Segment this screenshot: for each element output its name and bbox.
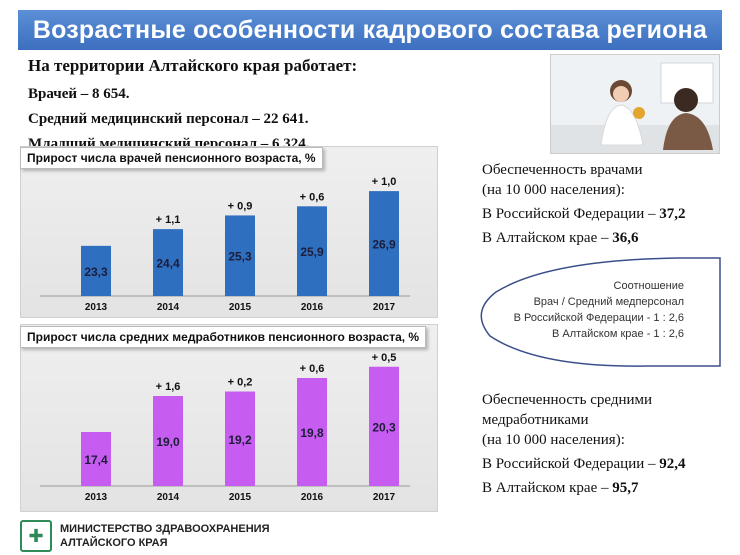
doctors-tick-label-2013: 2013	[85, 302, 108, 313]
nurses-bar-2015	[225, 391, 255, 486]
nurse-supply-rf-label: В Российской Федерации –	[482, 456, 656, 472]
doctors-tick-label-2017: 2017	[373, 302, 396, 313]
doctors-bar-2015	[225, 215, 255, 296]
nurses-chart-title: Прирост числа средних медработников пенс…	[20, 326, 427, 348]
doctors-tick-label-2014: 2014	[157, 302, 180, 313]
doctors-chart: 23,3 2013 24,4 + 1,1 2014 25,3 + 0,9 2015 25,9 + …	[40, 176, 410, 313]
doctor-supply-ak-value: 36,6	[612, 230, 639, 246]
doctors-value-label-2013: 23,3	[84, 265, 108, 279]
nurses-tick-label-2015: 2015	[229, 492, 252, 503]
doctors-increment-label-2015: + 0,9	[228, 200, 253, 212]
ratio-line-4: В Алтайском крае - 1 : 2,6	[551, 328, 684, 340]
nurses-increment-label-2015: + 0,2	[228, 377, 253, 389]
doctor-supply-heading: Обеспеченность врачами	[482, 162, 643, 178]
doctor-supply-ak-label: В Алтайском крае –	[482, 230, 609, 246]
nurses-tick-label-2013: 2013	[85, 492, 108, 503]
nurse-supply: Обеспеченность средними медработниками (…	[482, 390, 686, 498]
nurses-value-label-2015: 19,2	[228, 433, 252, 447]
nurses-tick-label-2017: 2017	[373, 492, 396, 503]
nurse-supply-rf: В Российской Федерации – 92,4	[482, 454, 686, 474]
nurses-value-label-2014: 19,0	[156, 435, 180, 449]
nurse-supply-subheading: (на 10 000 населения):	[482, 432, 625, 448]
nurses-increment-label-2014: + 1,6	[156, 381, 181, 393]
doctor-supply: Обеспеченность врачами (на 10 000 населе…	[482, 160, 686, 248]
doctors-increment-label-2016: + 0,6	[300, 191, 325, 203]
ratio-line-1: Соотношение	[613, 280, 684, 292]
nurses-chart: 17,4 2013 19,0 + 1,6 2014 19,2 + 0,2 2015 19,8 + …	[40, 352, 410, 503]
doctor-supply-rf-label: В Российской Федерации –	[482, 206, 656, 222]
page-title: Возрастные особенности кадрового состава…	[32, 15, 708, 44]
nurse-supply-ak-label: В Алтайском крае –	[482, 480, 609, 496]
footer: ✚ МИНИСТЕРСТВО ЗДРАВООХРАНЕНИЯ АЛТАЙСКОГ…	[20, 520, 269, 552]
nurse-supply-ak-value: 95,7	[612, 480, 639, 496]
doctor-supply-ak: В Алтайском крае – 36,6	[482, 228, 686, 248]
doctors-bar-2014	[153, 229, 183, 296]
nurses-tick-label-2016: 2016	[301, 492, 324, 503]
nurses-value-label-2013: 17,4	[84, 453, 108, 467]
doctors-bar-2017	[369, 191, 399, 296]
nurse-supply-rf-value: 92,4	[659, 456, 686, 472]
doctors-increment-label-2017: + 1,0	[372, 176, 397, 188]
doctors-tick-label-2015: 2015	[229, 302, 252, 313]
ministry-line-1: МИНИСТЕРСТВО ЗДРАВООХРАНЕНИЯ	[60, 523, 270, 535]
doctor-supply-rf: В Российской Федерации – 37,2	[482, 204, 686, 224]
doctors-increment-label-2014: + 1,1	[156, 214, 181, 226]
doctors-bar-2013	[81, 245, 111, 296]
stats-intro: На территории Алтайского края работает:	[28, 56, 358, 75]
ministry-logo-icon: ✚	[20, 520, 52, 552]
doctors-value-label-2015: 25,3	[228, 250, 252, 264]
doctors-value-label-2014: 24,4	[156, 257, 180, 271]
nurse-supply-ak: В Алтайском крае – 95,7	[482, 478, 686, 498]
title-bar: Возрастные особенности кадрового состава…	[18, 10, 722, 50]
nurse-supply-heading: Обеспеченность средними	[482, 392, 653, 408]
doctors-value-label-2016: 25,9	[300, 245, 324, 259]
doctor-supply-rf-value: 37,2	[659, 206, 686, 222]
nurses-increment-label-2016: + 0,6	[300, 363, 325, 375]
nurses-bar-2016	[297, 378, 327, 486]
nurse-supply-heading-2: медработниками	[482, 412, 589, 428]
stats-doctors: Врачей – 8 654.	[28, 86, 130, 102]
doctor-photo	[550, 54, 720, 154]
ratio-line-3: В Российской Федерации - 1 : 2,6	[513, 312, 684, 324]
doctors-chart-title: Прирост числа врачей пенсионного возраст…	[20, 147, 323, 169]
staff-stats: На территории Алтайского края работает: …	[28, 56, 357, 157]
doctors-bar-2016	[297, 206, 327, 296]
ministry-line-2: АЛТАЙСКОГО КРАЯ	[60, 537, 168, 549]
doctor-supply-subheading: (на 10 000 населения):	[482, 182, 625, 198]
ministry-name: МИНИСТЕРСТВО ЗДРАВООХРАНЕНИЯ АЛТАЙСКОГО …	[60, 522, 269, 550]
nurses-bar-2014	[153, 396, 183, 486]
nurses-value-label-2016: 19,8	[300, 426, 324, 440]
nurses-value-label-2017: 20,3	[372, 420, 396, 434]
doctors-value-label-2017: 26,9	[372, 238, 396, 252]
ratio-callout: Соотношение Врач / Средний медперсонал В…	[478, 256, 722, 368]
doctors-tick-label-2016: 2016	[301, 302, 324, 313]
nurses-bar-2017	[369, 366, 399, 486]
stats-mid-staff: Средний медицинский персонал – 22 641.	[28, 111, 309, 127]
ratio-text: Соотношение Врач / Средний медперсонал В…	[514, 278, 684, 342]
ratio-line-2: Врач / Средний медперсонал	[533, 296, 684, 308]
nurses-tick-label-2014: 2014	[157, 492, 180, 503]
nurses-increment-label-2017: + 0,5	[372, 352, 397, 364]
nurses-bar-2013	[81, 432, 111, 486]
